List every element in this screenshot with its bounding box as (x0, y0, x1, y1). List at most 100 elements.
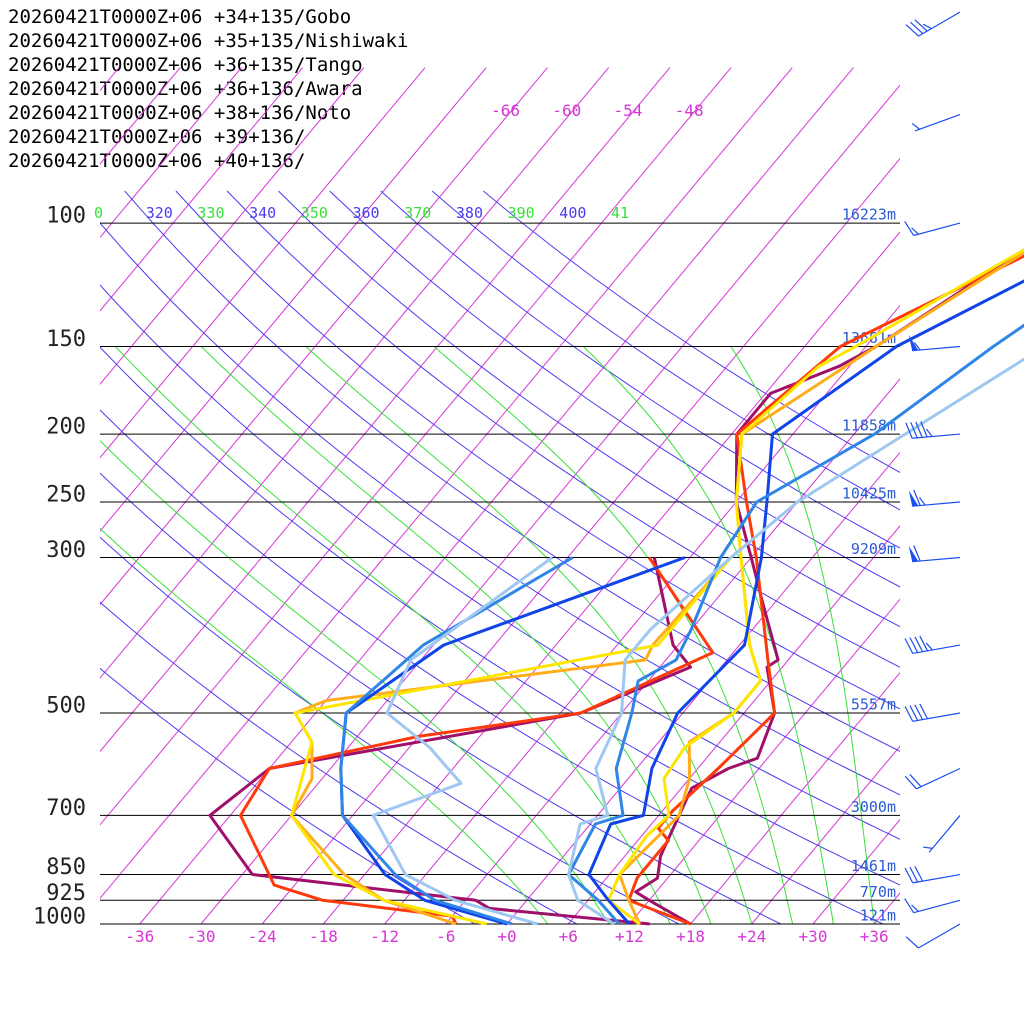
barb-feather (905, 936, 919, 949)
barb-staff (928, 815, 961, 853)
barb-feather (909, 705, 919, 721)
x-tick-label: -12 (370, 927, 399, 946)
x-tick-label: +6 (559, 927, 578, 946)
wind-barb (905, 11, 961, 37)
height-label: 3000m (851, 798, 896, 816)
theta-label: 390 (508, 204, 535, 222)
height-label: 770m (860, 883, 896, 901)
barb-feather (920, 421, 928, 438)
barb-staff (912, 873, 961, 884)
barb-feather (918, 497, 926, 506)
theta-label: 370 (404, 204, 431, 222)
isotherm-line (100, 67, 242, 239)
barb-feather (922, 846, 933, 849)
theta-labels: 0 320 330 340 350 360 370 380 390 400 41 (94, 204, 629, 222)
isotherm-line (935, 68, 1024, 924)
height-label: 1461m (851, 857, 896, 875)
moist-adiabat-line (100, 439, 610, 924)
barb-feather (925, 642, 933, 651)
barb-feather (911, 904, 919, 912)
wind-barb (905, 421, 961, 439)
isotherm-line (384, 304, 900, 924)
barb-feather (909, 637, 919, 653)
height-label: 9209m (851, 540, 896, 558)
moist-adiabat-line (115, 346, 671, 924)
wind-barb (904, 221, 961, 237)
temperature-line (634, 248, 1024, 926)
legend-entry-39-136: 20260421T0000Z+06 +39+136/ (8, 126, 306, 148)
barb-feather (914, 704, 924, 720)
isotherm-line (751, 745, 900, 924)
theta-label: 400 (559, 204, 586, 222)
pressure-label: 850 (46, 855, 86, 880)
upper-isotherm-label: -60 (552, 101, 581, 120)
wind-barb (904, 865, 961, 884)
isotherm-line (997, 68, 1024, 924)
pressure-label: 250 (46, 483, 86, 508)
moist-adiabat-line (582, 346, 834, 924)
barb-staff (912, 433, 961, 439)
legend-entry-noto: 20260421T0000Z+06 +38+136/Noto (8, 102, 352, 124)
x-tick-label: +36 (860, 927, 889, 946)
pressure-label: 200 (46, 415, 86, 440)
upper-isotherm-label: -48 (675, 101, 704, 120)
isotherm-line (100, 67, 365, 386)
barb-staff (912, 712, 961, 722)
barb-staff (918, 923, 961, 949)
wind-barb (904, 767, 961, 790)
isotherm-line (100, 67, 732, 826)
pressure-label: 150 (46, 327, 86, 352)
x-tick-label: +12 (615, 927, 644, 946)
isotherm-line (100, 67, 426, 459)
x-tick-label: -6 (436, 927, 455, 946)
dry-adiabat-line (100, 601, 578, 924)
dry-adiabat-line (100, 284, 900, 840)
height-label: 121m (860, 907, 896, 925)
temperature-line (567, 357, 1024, 926)
barb-feather (925, 428, 933, 437)
barb-staff (913, 899, 961, 914)
theta-label: 360 (353, 204, 380, 222)
barb-staff (912, 644, 961, 655)
dry-adiabat-line (278, 190, 900, 628)
barb-feather (910, 21, 924, 35)
barb-feather (922, 23, 932, 30)
x-axis: -36 -30 -24 -18 -12 -6 +0 +6 +12 +18 +24 +30 +36 -66 -… (125, 101, 888, 946)
wind-barb (922, 815, 961, 853)
barb-feather (911, 227, 919, 235)
x-tick-label: -30 (187, 927, 216, 946)
wind-barb (905, 923, 961, 949)
isotherm-line (100, 67, 610, 679)
wind-barb (908, 334, 961, 352)
isotherm-line (445, 378, 900, 924)
isotherm-line (323, 231, 900, 924)
barb-feather (904, 221, 915, 236)
barb-feather (919, 703, 929, 720)
isotherm-line (100, 67, 181, 165)
x-tick-label: -36 (125, 927, 154, 946)
upper-isotherm-label: -66 (491, 101, 520, 120)
temperature-line (587, 279, 1024, 925)
isotherm-line (506, 451, 900, 924)
isotherm-line (567, 525, 900, 924)
height-label: 16223m (842, 206, 896, 224)
isotherm-line (139, 67, 854, 924)
dewpoint-line (290, 556, 732, 926)
isotherm-line (100, 67, 671, 753)
moist-adiabat-line (200, 346, 712, 924)
barb-feather (913, 489, 921, 506)
barb-pennant (908, 334, 919, 351)
wind-barb (911, 113, 961, 132)
pressure-label: 925 (46, 881, 86, 906)
pressure-label: 1000 (33, 905, 86, 930)
x-tick-label: +24 (737, 927, 766, 946)
barb-staff (916, 767, 961, 790)
x-tick-label: -24 (248, 927, 277, 946)
profiles (208, 248, 1024, 926)
theta-label: 0 (94, 204, 103, 222)
dry-adiabat-line (431, 190, 900, 511)
temperature-line (627, 254, 1024, 926)
legend-entry-awara: 20260421T0000Z+06 +36+136/Awara (8, 78, 363, 100)
dry-adiabat-line (100, 222, 900, 796)
